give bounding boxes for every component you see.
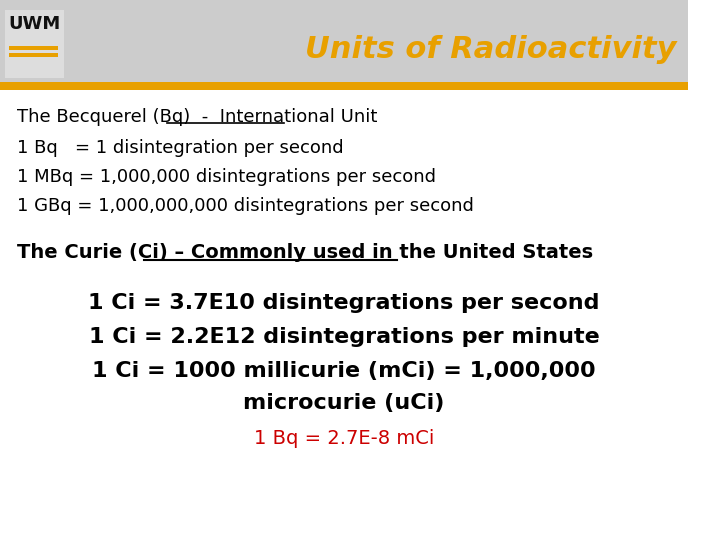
FancyBboxPatch shape [0, 0, 688, 85]
Text: 1 Ci = 3.7E10 disintegrations per second: 1 Ci = 3.7E10 disintegrations per second [89, 293, 600, 313]
Text: 1 MBq = 1,000,000 disintegrations per second: 1 MBq = 1,000,000 disintegrations per se… [17, 168, 436, 186]
Text: 1 Ci = 2.2E12 disintegrations per minute: 1 Ci = 2.2E12 disintegrations per minute [89, 327, 599, 347]
FancyBboxPatch shape [0, 90, 688, 540]
Text: microcurie (uCi): microcurie (uCi) [243, 393, 445, 413]
Text: 1 Bq   = 1 disintegration per second: 1 Bq = 1 disintegration per second [17, 139, 344, 157]
Text: 1 Bq = 2.7E-8 mCi: 1 Bq = 2.7E-8 mCi [253, 429, 434, 448]
FancyBboxPatch shape [5, 10, 64, 78]
FancyBboxPatch shape [9, 46, 58, 50]
Text: UWM: UWM [9, 15, 61, 33]
FancyBboxPatch shape [9, 53, 58, 57]
Text: 1 GBq = 1,000,000,000 disintegrations per second: 1 GBq = 1,000,000,000 disintegrations pe… [17, 197, 474, 215]
Text: 1 Ci = 1000 millicurie (mCi) = 1,000,000: 1 Ci = 1000 millicurie (mCi) = 1,000,000 [92, 361, 595, 381]
Text: Units of Radioactivity: Units of Radioactivity [305, 36, 677, 64]
Text: The Becquerel (Bq)  -  International Unit: The Becquerel (Bq) - International Unit [17, 108, 377, 126]
FancyBboxPatch shape [0, 82, 688, 90]
Text: The Curie (Ci) – Commonly used in the United States: The Curie (Ci) – Commonly used in the Un… [17, 243, 593, 262]
